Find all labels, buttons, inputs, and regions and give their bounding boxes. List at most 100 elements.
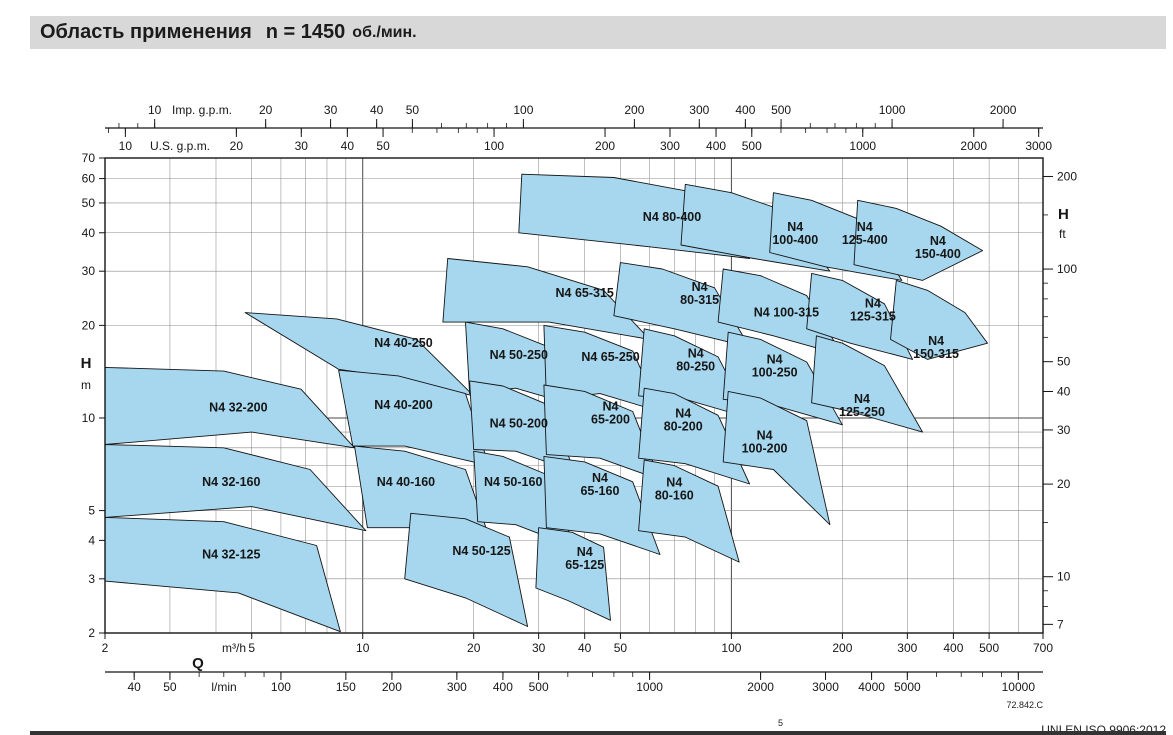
q-usgpm-tick-label: 300 (660, 139, 680, 153)
pump-field-label: N4 80-200 (664, 406, 703, 433)
q-impgpm-tick-label: 40 (370, 103, 384, 117)
q-usgpm-tick-label: 10 (119, 139, 133, 153)
pump-field-label: N4 50-250 (490, 348, 548, 362)
h-ft-tick-label: 20 (1057, 477, 1071, 491)
q-lmin-tick-label: 400 (493, 680, 513, 694)
h-m-tick-label: 4 (88, 533, 95, 547)
h-m-tick-label: 30 (82, 264, 96, 278)
q-lmin-tick-label: 2000 (747, 680, 774, 694)
pump-field-label: N4 40-200 (374, 398, 432, 412)
q-m3h-tick-label: 300 (897, 641, 917, 655)
h-m-tick-label: 20 (82, 318, 96, 332)
q-usgpm-tick-label: 40 (341, 139, 355, 153)
h-axis-unit-ft: ft (1059, 227, 1066, 241)
h-m-tick-label: 10 (82, 411, 96, 425)
h-ft-axis-letter: H (1058, 206, 1069, 223)
h-ft-tick-label: 7 (1057, 617, 1064, 631)
q-m3h-tick-label: 400 (943, 641, 963, 655)
h-ft-tick-label: 40 (1057, 384, 1071, 398)
pump-field-label: N4 150-400 (915, 234, 961, 261)
speed-unit: об./мин. (352, 23, 417, 41)
q-lmin-tick-label: 150 (336, 680, 356, 694)
h-ft-tick-label: 10 (1057, 570, 1071, 584)
pump-field-N4-80-200 (638, 387, 751, 485)
pump-field-label: N4 65-250 (581, 350, 639, 364)
pump-field-label: N4 65-315 (556, 286, 614, 300)
q-impgpm-tick-label: 2000 (990, 103, 1017, 117)
section-header-bar: Область применения n = 1450 об./мин. (30, 16, 1166, 49)
q-usgpm-tick-label: 500 (742, 139, 762, 153)
pump-field-label: N4 32-125 (202, 547, 260, 561)
q-axis-letter: Q (192, 655, 204, 672)
q-lmin-tick-label: 10000 (1002, 680, 1036, 694)
pump-fields (104, 173, 988, 633)
q-impgpm-tick-label: 100 (513, 103, 533, 117)
pump-field-label: N4 32-160 (202, 475, 260, 489)
h-ft-tick-label: 50 (1057, 355, 1071, 369)
h-ft-tick-label: 30 (1057, 423, 1071, 437)
q-lmin-tick-label: 50 (163, 680, 177, 694)
q-impgpm-tick-label: 10 (148, 103, 162, 117)
q-impgpm-tick-label: 1000 (879, 103, 906, 117)
pump-field-label: N4 40-160 (377, 475, 435, 489)
next-section-bar (30, 731, 1166, 735)
q-usgpm-tick-label: 50 (376, 139, 390, 153)
footnote-marker: 5 (778, 718, 784, 728)
plot-frame (104, 157, 1044, 634)
h-m-tick-label: 40 (82, 226, 96, 240)
q-usgpm-tick-label: 2000 (960, 139, 987, 153)
pump-field-label: N4 100-200 (742, 428, 788, 455)
q-impgpm-tick-label: 20 (259, 103, 273, 117)
h-m-tick-label: 3 (88, 572, 95, 586)
q-usgpm-tick-label: 20 (230, 139, 244, 153)
q-usgpm-tick-label: 1000 (849, 139, 876, 153)
q-m3h-tick-label: 20 (467, 641, 481, 655)
pump-field-N4-80-160 (638, 459, 740, 563)
pump-field-label: N4 100-250 (752, 353, 798, 380)
q-usgpm-tick-label: 400 (706, 139, 726, 153)
q-m3h-tick-label: 2 (102, 641, 109, 655)
pump-field-label: N4 65-125 (565, 545, 604, 572)
q-lmin-tick-label: 1000 (636, 680, 663, 694)
q-m3h-tick-label: 40 (578, 641, 592, 655)
pump-field-label: N4 65-200 (591, 400, 630, 427)
q-m3h-tick-label: 50 (614, 641, 628, 655)
q-impgpm-tick-label: 300 (689, 103, 709, 117)
h-axis-unit-m: m (81, 378, 91, 392)
pump-field-N4-65-125 (535, 527, 611, 621)
q-m3h-tick-label: 100 (721, 641, 741, 655)
q-axis-unit-m3h: m³/h (222, 641, 246, 655)
h-ft-tick-label: 200 (1057, 169, 1077, 183)
page-title: Область применения (40, 21, 252, 43)
q-axis-unit-lmin: l/min (211, 680, 236, 694)
q-lmin-tick-label: 200 (382, 680, 402, 694)
q-lmin-tick-label: 3000 (812, 680, 839, 694)
q-usgpm-tick-label: 200 (595, 139, 615, 153)
pump-field-label: N4 65-160 (580, 471, 619, 498)
pump-field-labels: N4 32-200 N4 32-160 N4 32-125 N4 40-250 N4 4… (202, 210, 961, 572)
pump-field-label: N4 125-250 (839, 392, 885, 419)
h-axis-letter: H (81, 355, 92, 372)
pump-field-N4-100-200 (722, 390, 831, 526)
pump-field-N4-65-160 (543, 455, 661, 555)
pump-field-label: N4 80-400 (643, 210, 701, 224)
q-axis-unit-impgpm: Imp. g.p.m. (172, 103, 232, 117)
drawing-reference: 72.842.C (1006, 700, 1043, 710)
pump-field-label: N4 100-315 (754, 306, 819, 320)
pump-field-label: N4 125-400 (842, 220, 888, 247)
pump-field-label: N4 32-200 (209, 401, 267, 415)
pump-field-label: N4 80-315 (680, 280, 719, 307)
q-m3h-tick-label: 10 (356, 641, 370, 655)
h-m-tick-label: 70 (82, 151, 96, 165)
axes: 70 60 50 40 30 20 10 5 4 3 2 Hm 200 100 50 40 30 20 10 7 Hft… (81, 103, 1078, 694)
q-usgpm-tick-label: 100 (484, 139, 504, 153)
q-m3h-tick-label: 200 (832, 641, 852, 655)
h-m-tick-label: 50 (82, 196, 96, 210)
q-lmin-tick-label: 5000 (894, 680, 921, 694)
q-m3h-tick-label: 500 (979, 641, 999, 655)
q-m3h-tick-label: 700 (1033, 641, 1053, 655)
h-ft-tick-label: 100 (1057, 262, 1077, 276)
q-impgpm-tick-label: 200 (624, 103, 644, 117)
